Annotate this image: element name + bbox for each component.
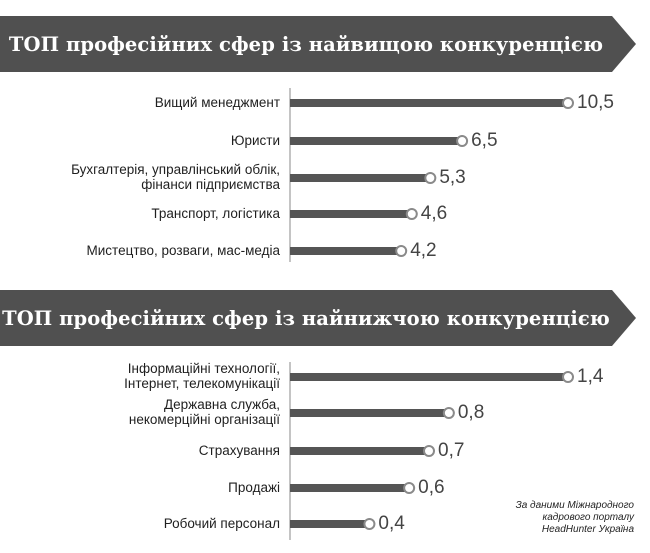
chart-2-category-label-5: Робочий персонал <box>164 516 280 531</box>
chart-2-bar-1 <box>290 373 568 381</box>
chart-2-bar-3 <box>290 447 429 455</box>
chart-1-value-label-4: 4,6 <box>420 203 448 224</box>
source-line-2: кадрового порталу <box>542 512 634 523</box>
category-label-line: Страхування <box>198 442 280 458</box>
chart-2-bar-end-dot-4 <box>403 482 416 494</box>
category-label-line: Юристи <box>230 132 280 148</box>
banner-arrow-shape <box>0 290 636 346</box>
category-label-line: Державна служба, <box>164 397 280 412</box>
category-label-line: Транспорт, логістика <box>151 205 280 221</box>
chart-1-bar-end-dot-3 <box>424 172 437 184</box>
category-label-line: Інтернет, телекомунікації <box>124 376 280 391</box>
chart-1-category-label-3: Бухгалтерія, управлінський облік, фінанси… <box>71 162 280 192</box>
category-label-line: Робочий персонал <box>163 515 280 531</box>
chart-1-title: ТОП професійних сфер із найвищою конкуре… <box>8 32 604 56</box>
chart-2-title: ТОП професійних сфер із найнижчою конкур… <box>2 306 610 330</box>
chart-1-category-label-4: Транспорт, логістика <box>151 206 280 221</box>
chart-2-value-label-3: 0,7 <box>438 440 465 461</box>
chart-1-bar-end-dot-4 <box>405 208 418 220</box>
chart-2-bar-2 <box>290 409 449 417</box>
chart-1-bar-4 <box>290 210 412 218</box>
chart-2-value-label-5: 0,4 <box>378 513 405 534</box>
category-label-line: некомерційні організації <box>128 412 280 427</box>
chart-2-category-label-4: Продажі <box>228 480 280 495</box>
chart-1-bar-3 <box>290 174 431 182</box>
source-line-3: HeadHunter Україна <box>541 524 634 535</box>
chart-1-bar-end-dot-2 <box>456 135 469 147</box>
chart-1-bar-2 <box>290 137 463 145</box>
category-label-line: Інформаційні технології, <box>127 361 280 376</box>
chart-2-category-label-1: Інформаційні технології, Інтернет, телеко… <box>124 361 280 391</box>
source-line-1: За даними Міжнародного <box>515 500 634 511</box>
chart-2-bar-end-dot-1 <box>562 371 574 383</box>
chart-2-category-label-2: Державна служба, некомерційні організації <box>129 397 280 427</box>
chart-2-banner: ТОП професійних сфер із найнижчою конкур… <box>0 290 650 346</box>
chart-1-value-label-1: 10,5 <box>577 92 614 113</box>
category-label-line: фінанси підприємства <box>141 177 280 192</box>
chart-2-bar-end-dot-2 <box>442 407 455 419</box>
chart-2-bar-end-dot-5 <box>363 518 376 530</box>
banner-arrow-shape <box>0 16 636 72</box>
chart-2-value-label-1: 1,4 <box>577 366 604 387</box>
chart-1-value-label-2: 6,5 <box>471 130 498 151</box>
chart-2-value-label-2: 0,8 <box>457 402 485 423</box>
chart-1-value-label-5: 4,2 <box>410 240 437 261</box>
chart-1-bar-end-dot-1 <box>562 97 574 109</box>
chart-2-bar-5 <box>290 520 370 528</box>
category-label-line: Вищий менеджмент <box>154 94 280 110</box>
chart-2-value-label-4: 0,6 <box>418 477 445 498</box>
source-note: За даними Міжнародного кадрового порталу… <box>516 500 634 536</box>
category-label-line: Продажі <box>228 479 280 495</box>
chart-1-bar-5 <box>290 247 402 255</box>
chart-1-category-label-1: Вищий менеджмент <box>155 95 280 110</box>
category-label-line: Мистецтво, розваги, мас-медіа <box>86 242 280 258</box>
category-label-line: Бухгалтерія, управлінський облік, <box>71 162 280 177</box>
chart-1-bar-end-dot-5 <box>395 245 408 257</box>
chart-1-category-label-5: Мистецтво, розваги, мас-медіа <box>87 243 280 258</box>
chart-1-bar-1 <box>290 99 568 107</box>
chart-1-category-label-2: Юристи <box>231 133 280 148</box>
chart-1-banner: ТОП професійних сфер із найвищою конкуре… <box>0 16 650 72</box>
chart-2-category-label-3: Страхування <box>199 443 280 458</box>
chart-2-bar-4 <box>290 484 410 492</box>
chart-1-value-label-3: 5,3 <box>439 167 466 188</box>
chart-2-bar-end-dot-3 <box>423 445 435 457</box>
